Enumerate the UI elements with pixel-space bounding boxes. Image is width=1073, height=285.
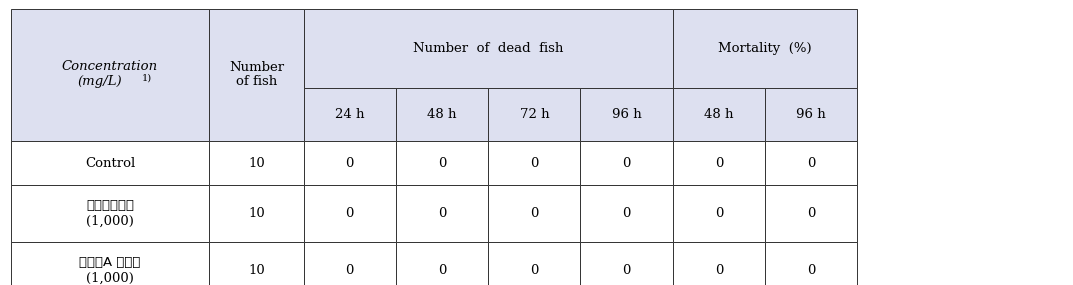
Text: 0: 0 xyxy=(438,157,446,170)
Bar xyxy=(304,9,673,88)
Bar xyxy=(11,185,209,242)
Bar xyxy=(765,88,857,141)
Text: 48 h: 48 h xyxy=(427,108,457,121)
Text: of fish: of fish xyxy=(236,76,277,88)
Bar xyxy=(580,141,673,185)
Text: Number: Number xyxy=(229,61,284,74)
Bar xyxy=(580,88,673,141)
Text: 1): 1) xyxy=(142,74,152,83)
Text: 10: 10 xyxy=(248,157,265,170)
Bar xyxy=(304,88,396,141)
Bar xyxy=(11,242,209,285)
Bar xyxy=(209,242,304,285)
Bar xyxy=(580,185,673,242)
Text: 0: 0 xyxy=(807,264,815,277)
Bar xyxy=(396,242,488,285)
Text: Concentration: Concentration xyxy=(62,60,158,73)
Bar xyxy=(304,242,396,285)
Bar xyxy=(673,141,765,185)
Bar xyxy=(304,185,396,242)
Bar xyxy=(488,141,580,185)
Text: 0: 0 xyxy=(530,264,539,277)
Text: Control: Control xyxy=(85,157,135,170)
Text: 0: 0 xyxy=(530,207,539,220)
Text: 0: 0 xyxy=(807,207,815,220)
Text: Number  of  dead  fish: Number of dead fish xyxy=(413,42,563,55)
Text: 0: 0 xyxy=(622,207,631,220)
Text: 0: 0 xyxy=(622,264,631,277)
Bar xyxy=(11,141,209,185)
Bar xyxy=(673,88,765,141)
Text: 0: 0 xyxy=(715,157,723,170)
Text: 0: 0 xyxy=(346,207,354,220)
Bar xyxy=(396,185,488,242)
Text: 0: 0 xyxy=(346,157,354,170)
Text: 0: 0 xyxy=(530,157,539,170)
Text: 0: 0 xyxy=(438,207,446,220)
Text: 48 h: 48 h xyxy=(704,108,734,121)
Bar xyxy=(673,185,765,242)
Text: (1,000): (1,000) xyxy=(86,215,134,228)
Bar xyxy=(396,88,488,141)
Text: 0: 0 xyxy=(438,264,446,277)
Text: 10: 10 xyxy=(248,264,265,277)
Text: 비타민A 강화벼: 비타민A 강화벼 xyxy=(79,256,141,269)
Bar xyxy=(488,242,580,285)
Bar xyxy=(673,9,857,88)
Bar xyxy=(209,141,304,185)
Text: Mortality  (%): Mortality (%) xyxy=(718,42,812,55)
Bar xyxy=(396,141,488,185)
Text: 0: 0 xyxy=(715,264,723,277)
Bar xyxy=(488,88,580,141)
Bar xyxy=(488,185,580,242)
Text: 96 h: 96 h xyxy=(796,108,826,121)
Bar xyxy=(765,242,857,285)
Bar xyxy=(11,9,209,141)
Text: 낙동벼대조구: 낙동벼대조구 xyxy=(86,199,134,212)
Bar xyxy=(765,185,857,242)
Text: 24 h: 24 h xyxy=(335,108,365,121)
Text: 96 h: 96 h xyxy=(612,108,642,121)
Text: (1,000): (1,000) xyxy=(86,272,134,285)
Bar xyxy=(673,242,765,285)
Text: 0: 0 xyxy=(807,157,815,170)
Text: 10: 10 xyxy=(248,207,265,220)
Bar xyxy=(580,242,673,285)
Bar xyxy=(209,9,304,141)
Text: 0: 0 xyxy=(346,264,354,277)
Bar xyxy=(304,141,396,185)
Bar xyxy=(765,141,857,185)
Bar xyxy=(209,185,304,242)
Text: 72 h: 72 h xyxy=(519,108,549,121)
Text: 0: 0 xyxy=(622,157,631,170)
Text: (mg/L): (mg/L) xyxy=(77,76,121,88)
Text: 0: 0 xyxy=(715,207,723,220)
